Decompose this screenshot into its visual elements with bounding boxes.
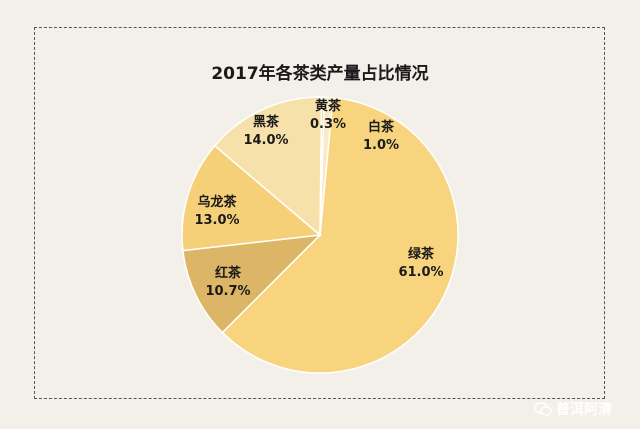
slice-name-label: 黄茶 [315, 98, 342, 114]
slice-name-label: 红茶 [215, 265, 242, 281]
slice-name-label: 黑茶 [253, 114, 280, 130]
slice-value-label: 10.7% [205, 284, 250, 299]
watermark-text: 普洱阿清 [556, 402, 612, 418]
pie-slice-1 [182, 234, 323, 334]
slice-value-label: 0.3% [310, 117, 346, 132]
pie-slice-3 [213, 96, 323, 237]
slice-value-label: 13.0% [194, 213, 239, 228]
chart-title: 2017年各茶类产量占比情况 [211, 64, 429, 84]
wechat-icon [533, 402, 552, 416]
pie-slice-0 [221, 96, 459, 374]
watermark: 普洱阿清 [533, 399, 612, 419]
slice-name-label: 绿茶 [408, 246, 435, 262]
chart-frame [34, 27, 605, 399]
slice-name-label: 乌龙茶 [197, 194, 237, 210]
slice-value-label: 61.0% [398, 265, 443, 280]
pie-slice-5 [319, 96, 334, 236]
pie-slice-2 [181, 144, 322, 252]
slice-name-label: 白茶 [368, 119, 395, 135]
slice-value-label: 1.0% [363, 138, 399, 153]
slice-value-label: 14.0% [243, 133, 288, 148]
